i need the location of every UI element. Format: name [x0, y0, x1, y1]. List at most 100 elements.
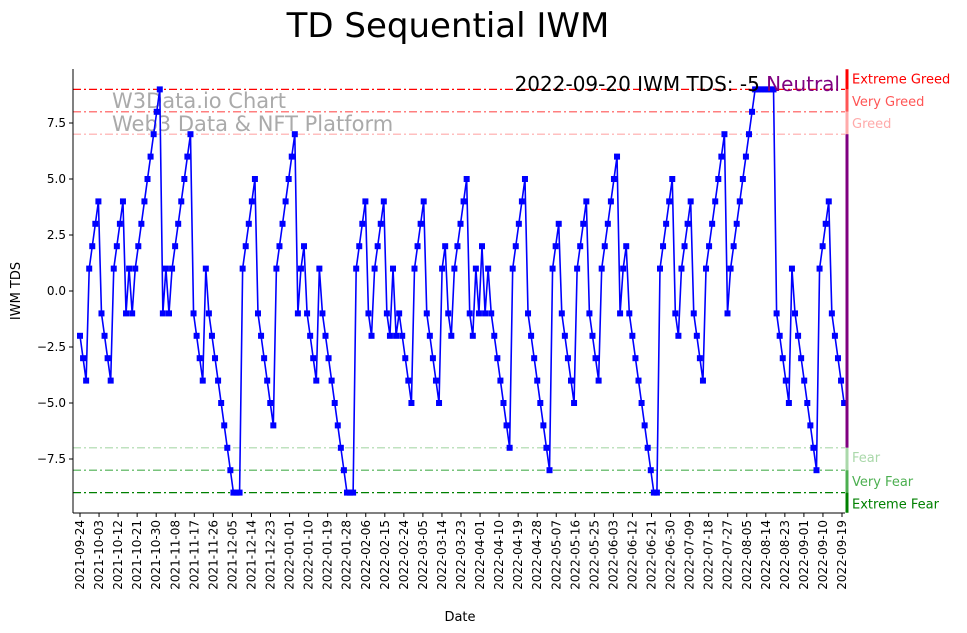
data-point — [503, 422, 510, 429]
data-point — [779, 355, 786, 362]
data-point — [331, 400, 338, 406]
data-point — [598, 265, 605, 272]
data-point — [77, 332, 83, 339]
data-point — [469, 332, 476, 339]
data-point — [813, 467, 820, 474]
data-point — [445, 310, 452, 317]
data-point — [761, 86, 768, 93]
data-point — [448, 332, 455, 339]
data-point — [288, 153, 295, 160]
data-point — [411, 265, 418, 272]
data-point — [190, 310, 197, 317]
data-point — [693, 332, 700, 339]
x-tick-label: 2022-04-19 — [511, 520, 525, 590]
data-point — [98, 310, 105, 317]
annotation: 2022-09-20 IWM TDS: -5 Neutral — [515, 72, 840, 96]
data-point — [175, 220, 182, 227]
data-point — [80, 355, 87, 362]
level-label-greed: Greed — [852, 117, 891, 132]
x-tick-label: 2021-12-05 — [225, 520, 239, 590]
data-point — [147, 153, 154, 160]
data-point — [703, 265, 710, 272]
data-point — [205, 310, 212, 317]
data-point — [660, 243, 667, 250]
watermark-line-1: W3Data.io Chart — [112, 89, 286, 113]
x-tick-label: 2022-04-10 — [492, 520, 506, 590]
data-point — [626, 310, 633, 317]
data-point — [429, 355, 436, 362]
x-tick-label: 2022-01-28 — [340, 520, 354, 590]
data-point — [251, 176, 258, 182]
data-point — [420, 198, 427, 205]
data-point — [212, 355, 219, 362]
data-point — [795, 332, 802, 339]
data-point — [828, 310, 835, 317]
data-point — [561, 332, 568, 339]
status-bar-extreme-fear — [845, 492, 849, 513]
data-point — [239, 265, 246, 272]
data-point — [276, 243, 283, 250]
data-point — [472, 265, 479, 272]
data-point — [834, 355, 841, 362]
data-point — [178, 198, 185, 205]
data-point — [666, 198, 673, 205]
data-point — [479, 243, 486, 250]
data-point — [242, 243, 249, 250]
x-tick-label: 2022-02-06 — [359, 520, 373, 590]
data-point — [672, 310, 679, 317]
data-point — [721, 131, 728, 138]
data-point — [310, 355, 317, 362]
x-tick-label: 2021-10-03 — [92, 520, 106, 590]
data-point — [564, 355, 571, 362]
data-point — [377, 220, 384, 227]
data-point — [267, 400, 274, 406]
data-point — [356, 243, 363, 250]
x-tick-label: 2021-11-17 — [187, 520, 201, 590]
data-point — [304, 310, 311, 317]
data-point — [371, 265, 378, 272]
data-point — [466, 310, 473, 317]
data-point — [497, 377, 504, 384]
data-point — [169, 265, 176, 272]
data-point — [380, 198, 387, 205]
data-point — [285, 176, 292, 182]
data-point — [156, 86, 163, 93]
x-tick-label: 2022-06-03 — [606, 520, 620, 590]
data-point — [696, 355, 703, 362]
data-point — [328, 377, 335, 384]
data-point — [690, 310, 697, 317]
data-point — [506, 444, 513, 451]
data-point — [343, 489, 350, 496]
annotation-status: Neutral — [766, 72, 840, 96]
data-point — [733, 220, 740, 227]
x-tick-label: 2022-02-15 — [378, 520, 392, 590]
x-tick-label: 2022-05-07 — [549, 520, 563, 590]
data-point — [509, 265, 516, 272]
data-point — [604, 220, 611, 227]
data-point — [712, 198, 719, 205]
data-point — [531, 355, 538, 362]
data-point — [580, 220, 587, 227]
x-tick-label: 2022-06-12 — [625, 520, 639, 590]
data-point — [386, 332, 393, 339]
x-tick-label: 2022-08-14 — [759, 520, 773, 590]
data-point — [316, 265, 323, 272]
data-point — [810, 444, 817, 451]
data-point — [374, 243, 381, 250]
data-point — [601, 243, 608, 250]
data-point — [709, 220, 716, 227]
data-point — [583, 198, 590, 205]
data-point — [841, 400, 848, 406]
x-tick-label: 2021-11-26 — [206, 520, 220, 590]
data-point — [546, 467, 553, 474]
data-point — [558, 310, 565, 317]
x-tick-label: 2022-03-23 — [454, 520, 468, 590]
data-point — [132, 265, 139, 272]
data-point — [552, 243, 559, 250]
x-tick-label: 2022-08-05 — [740, 520, 754, 590]
data-point — [767, 86, 774, 93]
data-point — [589, 332, 596, 339]
data-point — [749, 108, 756, 115]
data-point — [782, 377, 789, 384]
data-point — [537, 400, 544, 406]
